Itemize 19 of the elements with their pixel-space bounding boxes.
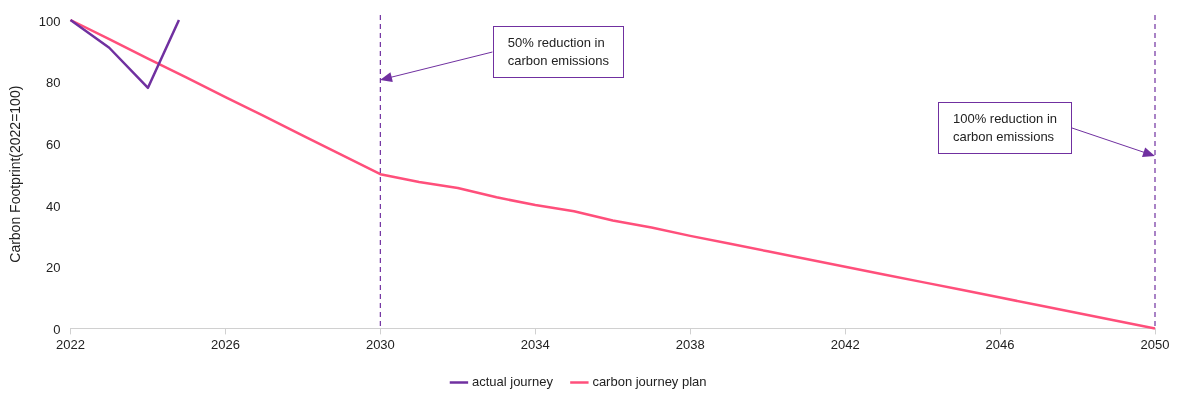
legend-label: carbon journey plan <box>592 374 707 390</box>
x-tick-label: 2046 <box>985 336 1015 352</box>
x-tick-label: 2042 <box>830 336 860 352</box>
y-axis-title: Carbon Footprint(2022=100) <box>7 85 24 263</box>
annotation: 100% reduction in carbon emissions <box>937 102 1073 154</box>
legend-label: actual journey <box>471 374 554 390</box>
x-tick-label: 2022 <box>56 336 85 352</box>
annotation: 50% reduction in carbon emissions <box>492 26 624 78</box>
x-tick-label: 2030 <box>365 336 395 352</box>
y-tick-label: 80 <box>46 75 61 91</box>
y-tick-label: 0 <box>53 321 61 337</box>
x-tick-label: 2026 <box>210 336 240 352</box>
y-tick-label: 100 <box>38 13 61 29</box>
y-tick-label: 20 <box>46 260 61 276</box>
y-tick-label: 60 <box>46 136 61 152</box>
x-tick-label: 2050 <box>1140 336 1170 352</box>
x-tick-label: 2034 <box>520 336 550 352</box>
x-tick-label: 2038 <box>675 336 705 352</box>
y-tick-label: 40 <box>46 198 61 214</box>
